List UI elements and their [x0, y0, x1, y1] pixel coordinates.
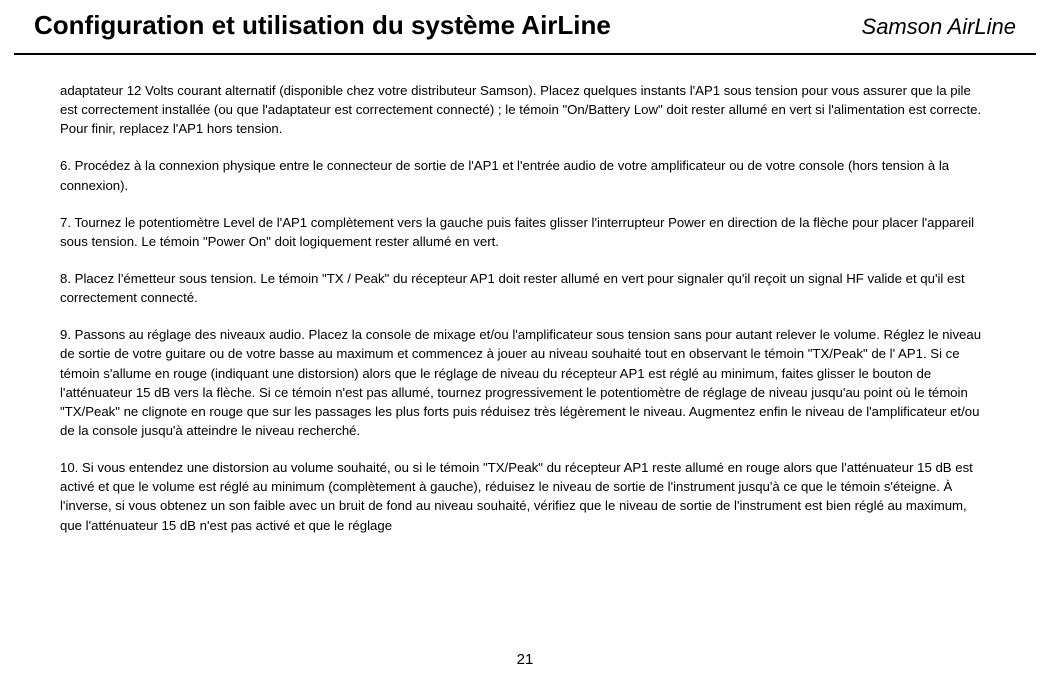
- page-header: Configuration et utilisation du système …: [14, 0, 1036, 55]
- page-number: 21: [0, 651, 1050, 668]
- paragraph: 8. Placez l'émetteur sous tension. Le té…: [60, 269, 990, 307]
- page-title: Configuration et utilisation du système …: [34, 10, 611, 41]
- paragraph: 10. Si vous entendez une distorsion au v…: [60, 458, 990, 535]
- paragraph: 6. Procédez à la connexion physique entr…: [60, 156, 990, 194]
- paragraph: 9. Passons au réglage des niveaux audio.…: [60, 325, 990, 440]
- page-content: adaptateur 12 Volts courant alternatif (…: [0, 55, 1050, 535]
- brand-title: Samson AirLine: [862, 14, 1016, 40]
- paragraph: 7. Tournez le potentiomètre Level de l'A…: [60, 213, 990, 251]
- paragraph: adaptateur 12 Volts courant alternatif (…: [60, 81, 990, 138]
